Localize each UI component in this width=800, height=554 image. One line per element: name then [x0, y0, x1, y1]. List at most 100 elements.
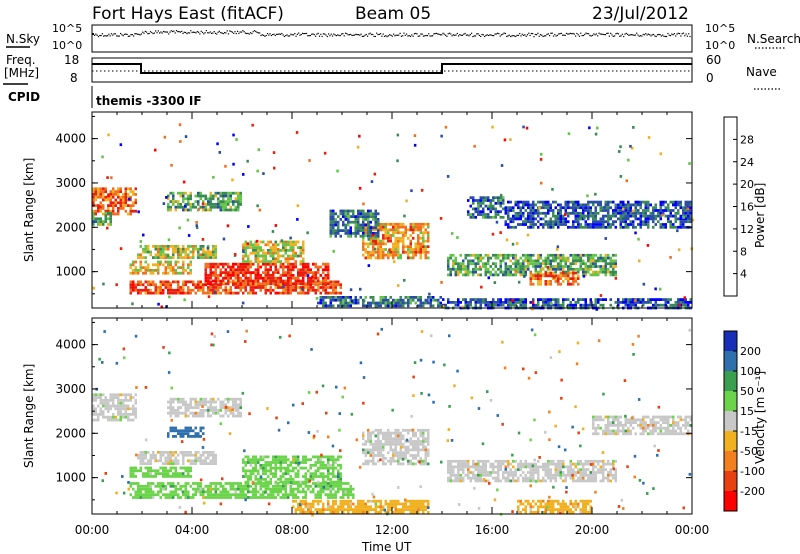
heatmap-cell [589, 298, 592, 301]
heatmap-cell [427, 250, 430, 254]
heatmap-cell [282, 455, 285, 459]
heatmap-cell [259, 286, 262, 289]
heatmap-cell [167, 496, 170, 499]
heatmap-cell [592, 214, 595, 218]
heatmap-cell [567, 203, 570, 207]
heatmap-cell [267, 276, 270, 280]
heatmap-cell [214, 490, 217, 494]
heatmap-cell [292, 477, 295, 481]
heatmap-cell [224, 194, 227, 198]
nsky-point [229, 30, 231, 32]
heatmap-cell [169, 208, 172, 212]
heatmap-cell [242, 475, 245, 478]
nsky-point [208, 32, 210, 34]
nsky-point [105, 35, 107, 37]
heatmap-cell [202, 493, 205, 497]
heatmap-cell [177, 203, 180, 206]
heatmap-cell [497, 210, 500, 214]
heatmap-cell [351, 299, 354, 303]
heatmap-cell [364, 228, 367, 232]
nsky-point [276, 33, 278, 35]
nsky-point [426, 35, 428, 37]
heatmap-cell [554, 267, 557, 271]
heatmap-cell [540, 181, 543, 185]
heatmap-cell [319, 274, 322, 277]
heatmap-cell [487, 253, 490, 257]
heatmap-cell [627, 217, 630, 221]
heatmap-cell [282, 493, 285, 497]
nsky-point [476, 33, 478, 35]
heatmap-cell [264, 257, 267, 261]
heatmap-cell [444, 303, 447, 307]
heatmap-cell [204, 250, 207, 254]
heatmap-cell [149, 462, 152, 465]
heatmap-cell [674, 303, 677, 307]
heatmap-cell [614, 259, 617, 263]
heatmap-cell [499, 199, 502, 202]
heatmap-cell [332, 226, 335, 230]
heatmap-cell [179, 475, 182, 478]
heatmap-cell [564, 298, 567, 301]
heatmap-cell [357, 223, 360, 227]
heatmap-cell [539, 253, 542, 257]
heatmap-cell [287, 480, 290, 484]
heatmap-cell [537, 282, 540, 286]
heatmap-cell [549, 274, 552, 278]
heatmap-cell [559, 277, 562, 280]
heatmap-cell [302, 455, 305, 459]
heatmap-cell [394, 231, 397, 235]
heatmap-cell [144, 271, 147, 275]
y-tick-label: 3000 [55, 176, 86, 190]
heatmap-cell [632, 220, 635, 224]
nsky-point [173, 30, 175, 32]
heatmap-cell [679, 220, 682, 224]
heatmap-cell [329, 291, 332, 295]
heatmap-cell [219, 194, 222, 198]
heatmap-cell [292, 455, 295, 459]
heatmap-cell [129, 271, 132, 275]
heatmap-cell [384, 253, 387, 257]
heatmap-cell [259, 246, 262, 249]
heatmap-cell [179, 288, 182, 292]
heatmap-cell [639, 214, 642, 218]
nsky-point [234, 31, 236, 33]
heatmap-cell [257, 496, 260, 499]
heatmap-cell [609, 214, 612, 218]
nsky-point [221, 32, 223, 34]
heatmap-cell [642, 223, 645, 226]
heatmap-cell [254, 276, 257, 280]
heatmap-cell [127, 187, 130, 191]
heatmap-cell [614, 203, 617, 207]
heatmap-cell [319, 487, 322, 491]
heatmap-cell [627, 158, 630, 162]
heatmap-cell [614, 262, 617, 266]
heatmap-cell [137, 456, 140, 460]
heatmap-cell [129, 413, 132, 416]
heatmap-cell [569, 253, 572, 257]
heatmap-cell [339, 296, 342, 299]
heatmap-cell [184, 280, 187, 284]
heatmap-cell [124, 190, 127, 193]
heatmap-cell [177, 472, 180, 475]
nsky-point [584, 33, 586, 36]
heatmap-cell [127, 399, 130, 402]
heatmap-cell [242, 493, 245, 497]
heatmap-cell [557, 211, 560, 215]
heatmap-cell [224, 271, 227, 274]
heatmap-cell [304, 274, 307, 277]
heatmap-cell [524, 220, 527, 224]
nsky-point [591, 34, 594, 36]
heatmap-cell [239, 406, 242, 409]
heatmap-cell [164, 247, 167, 251]
heatmap-cell [412, 253, 415, 257]
heatmap-cell [327, 291, 330, 295]
heatmap-cell [339, 218, 342, 221]
heatmap-cell [139, 269, 142, 272]
heatmap-cell [646, 244, 650, 247]
heatmap-cell [597, 256, 600, 260]
heatmap-cell [97, 220, 100, 223]
heatmap-cell [379, 253, 382, 257]
heatmap-cell [519, 214, 522, 218]
heatmap-cell [649, 203, 652, 207]
heatmap-cell [189, 475, 192, 478]
